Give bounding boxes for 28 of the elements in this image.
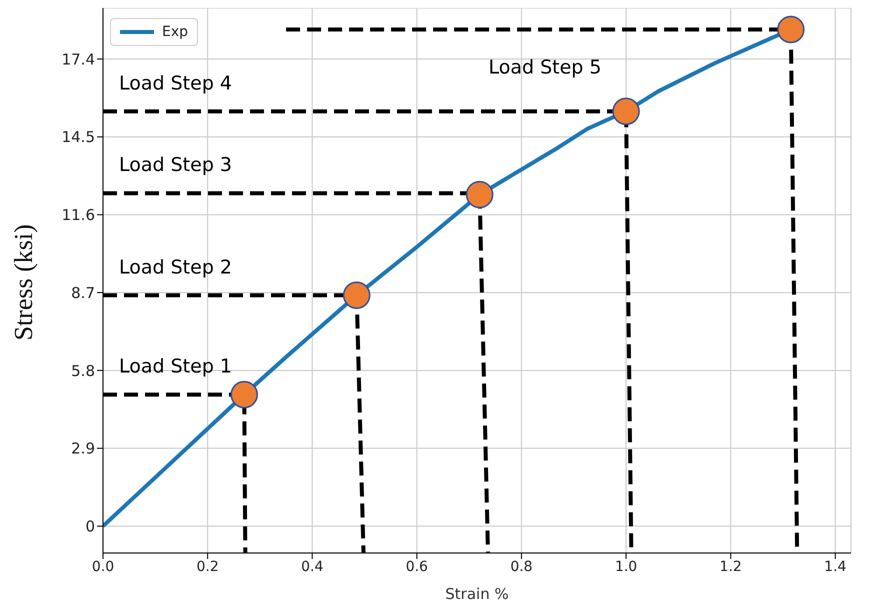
- annotation: Load Step 2: [119, 256, 232, 278]
- x-tick-label: 0.8: [510, 558, 533, 575]
- x-tick-label: 1.2: [720, 558, 742, 575]
- annotation: Load Step 5: [488, 56, 602, 78]
- x-tick-label: 1.4: [824, 558, 847, 575]
- x-tick-label: 1.0: [614, 558, 638, 575]
- annotation: Load Step 1: [119, 356, 232, 378]
- y-tick-label: 5.8: [71, 362, 95, 380]
- x-tick-label: 0.4: [301, 558, 324, 575]
- y-tick-label: 8.7: [71, 284, 95, 302]
- point: [777, 16, 805, 44]
- annotation: Load Step 4: [119, 72, 232, 94]
- y-tick-label: 2.9: [71, 440, 95, 458]
- point: [230, 380, 258, 408]
- y-tick-label: 0: [85, 517, 95, 536]
- x-axis-title: Strain %: [445, 585, 509, 603]
- x-tick-label: 0.0: [92, 558, 114, 575]
- y-tick-label: 17.4: [62, 50, 95, 68]
- y-tick-label: 11.6: [62, 206, 95, 224]
- point: [342, 282, 370, 310]
- y-axis-title: Stress (ksi): [9, 224, 38, 340]
- x-tick-label: 0.2: [196, 558, 219, 575]
- x-tick-label: 0.6: [406, 558, 428, 575]
- annotation: Load Step 3: [119, 154, 232, 176]
- y-tick-label: 14.5: [62, 128, 95, 146]
- point: [466, 180, 494, 208]
- point: [612, 98, 640, 126]
- legend-label: Exp: [162, 24, 188, 40]
